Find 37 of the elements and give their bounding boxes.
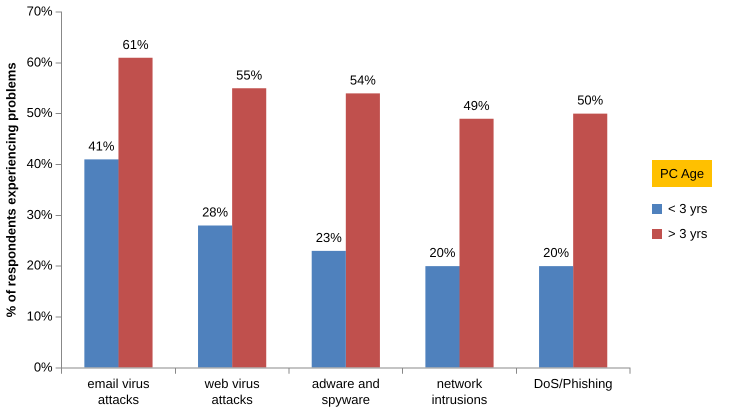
- bar: [118, 58, 153, 368]
- x-tick-label: email virus attacks: [87, 376, 150, 407]
- y-tick-label: 30%: [26, 206, 54, 222]
- y-tick-label: 50%: [26, 105, 54, 120]
- bar: [346, 93, 380, 368]
- data-label: 20%: [429, 245, 456, 260]
- bar: [198, 225, 232, 368]
- y-tick-label: 60%: [26, 54, 54, 70]
- bar: [232, 88, 266, 368]
- y-tick-label: 40%: [26, 156, 54, 172]
- data-label: 54%: [350, 72, 376, 88]
- x-tick-label: adware and spyware: [312, 376, 380, 407]
- x-tick-label: web virus attacks: [204, 376, 260, 407]
- x-tick-label: network intrusions: [432, 376, 488, 407]
- y-tick-label: 0%: [34, 359, 54, 374]
- bar: [84, 159, 118, 368]
- y-tick-label: 10%: [26, 308, 54, 324]
- y-tick-label: 70%: [26, 4, 54, 19]
- data-label: 41%: [88, 138, 115, 154]
- data-label: 23%: [316, 230, 342, 245]
- bar: [425, 266, 460, 368]
- data-label: 61%: [122, 36, 149, 52]
- bar: [539, 266, 574, 368]
- legend-label: < 3 yrs: [668, 201, 708, 216]
- data-label: 28%: [202, 204, 229, 220]
- x-tick-label: DoS/Phishing: [534, 376, 613, 392]
- legend-title: PC Age: [652, 160, 712, 187]
- bar: [312, 250, 346, 368]
- legend-label: > 3 yrs: [668, 226, 708, 241]
- data-label: 50%: [577, 92, 604, 108]
- bar: [459, 118, 494, 368]
- y-tick-label: 20%: [26, 258, 54, 273]
- data-label: 55%: [236, 67, 263, 82]
- data-label: 49%: [464, 98, 490, 113]
- data-label: 20%: [543, 245, 570, 260]
- y-axis-title: % of respondents experiencing problems: [3, 62, 18, 318]
- bar: [573, 114, 608, 368]
